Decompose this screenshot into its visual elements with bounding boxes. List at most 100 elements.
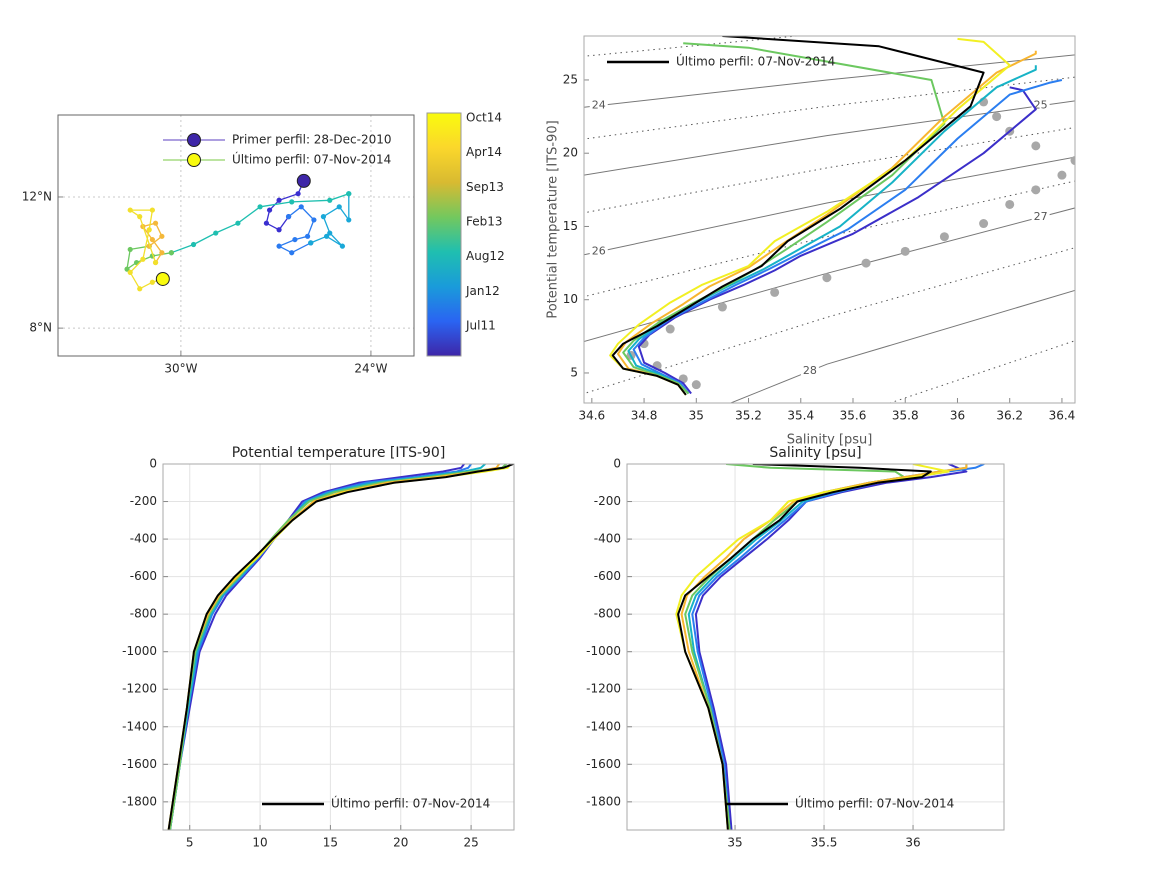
ts-point bbox=[1031, 185, 1041, 195]
x-tick-label: 25 bbox=[463, 836, 478, 850]
contour-label: 27 bbox=[1034, 210, 1048, 223]
legend-label: Último perfil: 07-Nov-2014 bbox=[676, 54, 835, 69]
track-point bbox=[339, 243, 346, 249]
y-tick-label: -800 bbox=[130, 607, 157, 621]
colorbar-label: Aug12 bbox=[466, 249, 505, 263]
track-point bbox=[146, 227, 152, 233]
track-point bbox=[127, 246, 133, 253]
ts-point bbox=[1031, 141, 1041, 151]
density-contour bbox=[729, 289, 1075, 403]
ts-profile bbox=[622, 42, 946, 395]
ts-profile bbox=[627, 65, 1037, 395]
y-tick-label: -1600 bbox=[122, 757, 157, 771]
x-tick-label: 30°W bbox=[164, 362, 197, 376]
colorbar-label: Jul11 bbox=[465, 319, 496, 333]
track-point bbox=[295, 191, 301, 197]
track-point bbox=[127, 269, 133, 275]
track-point bbox=[276, 227, 282, 233]
y-tick-label: 12°N bbox=[22, 189, 52, 203]
axes-frame bbox=[57, 114, 415, 357]
track-point bbox=[327, 197, 333, 203]
ts-point bbox=[691, 380, 701, 390]
track-point bbox=[152, 220, 159, 226]
track-point bbox=[137, 286, 143, 292]
profile-marker bbox=[296, 173, 311, 188]
track-point bbox=[124, 266, 130, 272]
ts-point bbox=[900, 246, 910, 256]
y-tick-label: -1200 bbox=[122, 682, 157, 696]
y-tick-label: 20 bbox=[563, 146, 578, 160]
y-tick-label: 25 bbox=[563, 72, 578, 86]
x-tick-label: 35.6 bbox=[840, 409, 867, 423]
track-point bbox=[149, 279, 155, 285]
track-point bbox=[336, 204, 342, 210]
x-tick-label: 10 bbox=[252, 836, 267, 850]
ts-point bbox=[861, 258, 871, 268]
x-tick-label: 35 bbox=[689, 409, 704, 423]
y-tick-label: -800 bbox=[594, 607, 621, 621]
plot-area bbox=[58, 115, 414, 356]
track-point bbox=[304, 233, 311, 239]
y-tick-label: -200 bbox=[594, 494, 621, 508]
chart-title: Salinity [psu] bbox=[769, 445, 861, 461]
track-point bbox=[149, 236, 155, 243]
y-tick-label: -400 bbox=[130, 532, 157, 546]
y-tick-label: -1400 bbox=[586, 719, 621, 733]
y-tick-label: -1600 bbox=[586, 757, 621, 771]
y-tick-label: -1200 bbox=[586, 682, 621, 696]
colorbar-label: Feb13 bbox=[466, 214, 503, 228]
legend-label: Último perfil: 07-Nov-2014 bbox=[331, 796, 490, 811]
y-tick-label: -200 bbox=[130, 494, 157, 508]
profile-line bbox=[167, 464, 514, 830]
y-tick-label: 5 bbox=[570, 365, 578, 379]
ts-point bbox=[822, 273, 832, 283]
x-tick-label: 20 bbox=[393, 836, 408, 850]
track-point bbox=[289, 250, 295, 256]
ts-profile bbox=[632, 79, 1063, 395]
y-tick-label: -1800 bbox=[122, 794, 157, 808]
profile-line bbox=[680, 464, 968, 830]
track-point bbox=[292, 236, 298, 243]
track-line bbox=[126, 245, 172, 271]
ts-point bbox=[939, 232, 949, 242]
track-point bbox=[311, 217, 317, 223]
track-point bbox=[168, 250, 174, 256]
profile-line bbox=[694, 464, 968, 830]
colorbar-label: Sep13 bbox=[466, 180, 504, 194]
y-tick-label: -1000 bbox=[122, 644, 157, 658]
colorbar bbox=[426, 112, 462, 357]
ts-profile bbox=[611, 36, 985, 396]
ts-point bbox=[992, 112, 1002, 122]
x-tick-label: 36 bbox=[905, 836, 920, 850]
track-point bbox=[276, 243, 282, 249]
track-point bbox=[190, 241, 197, 248]
colorbar-label: Oct14 bbox=[466, 110, 502, 124]
colorbar-label: Apr14 bbox=[466, 145, 502, 159]
ts-point bbox=[979, 219, 989, 229]
x-tick-label: 35.8 bbox=[892, 409, 919, 423]
contour-label-bg bbox=[589, 244, 608, 259]
contour-label-bg bbox=[800, 364, 819, 379]
contour-label-bg bbox=[1031, 209, 1050, 224]
legend-marker bbox=[187, 153, 201, 167]
track-point bbox=[323, 233, 330, 239]
axes-frame bbox=[162, 463, 515, 831]
contour-label: 24 bbox=[592, 99, 606, 112]
ts-profile bbox=[637, 86, 1037, 395]
density-contour bbox=[888, 340, 1075, 403]
track-point bbox=[320, 214, 327, 220]
track-point bbox=[257, 204, 263, 210]
track-point bbox=[266, 207, 273, 213]
x-tick-label: 24°W bbox=[354, 362, 387, 376]
x-tick-label: 34.8 bbox=[631, 409, 658, 423]
track-point bbox=[213, 230, 219, 236]
track-point bbox=[159, 250, 165, 256]
x-tick-label: 15 bbox=[323, 836, 338, 850]
contour-label: 26 bbox=[592, 245, 606, 258]
y-tick-label: -1400 bbox=[122, 719, 157, 733]
y-tick-label: -1000 bbox=[586, 644, 621, 658]
legend-marker bbox=[187, 133, 201, 147]
ts-point bbox=[770, 287, 780, 297]
profile-line bbox=[677, 464, 932, 830]
